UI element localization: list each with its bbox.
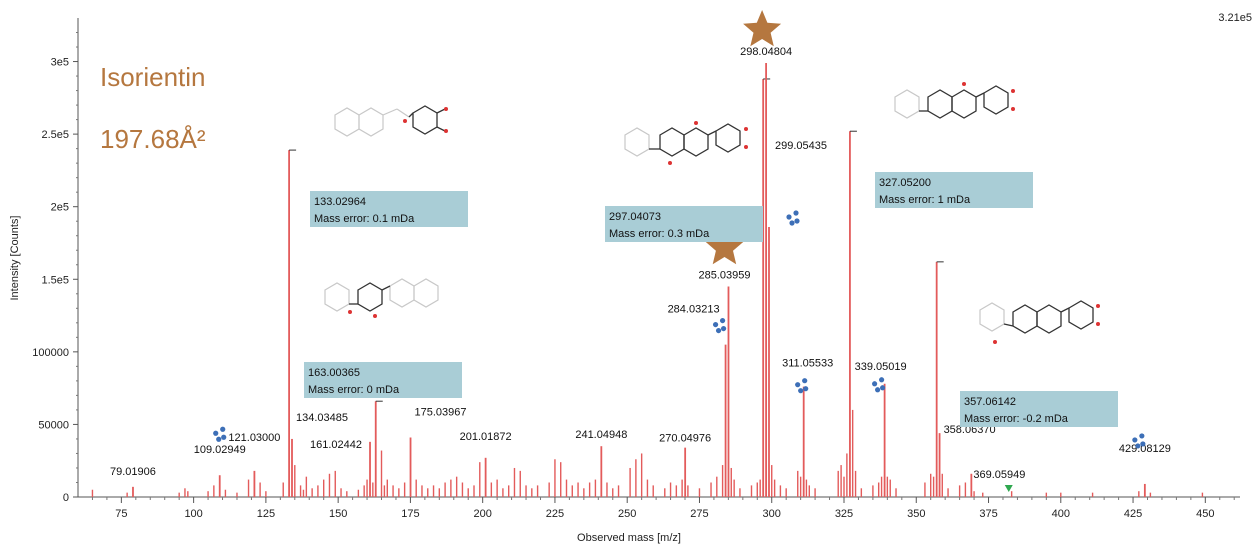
x-tick-label: 75 (115, 508, 127, 520)
annotation-error: Mass error: -0.2 mDa (964, 413, 1068, 425)
molecule-structure-icon (624, 121, 748, 165)
triangle-marker-icon (1004, 485, 1013, 492)
x-tick-label: 275 (690, 508, 708, 520)
fragment-icon (216, 436, 222, 442)
x-tick-label: 400 (1052, 508, 1070, 520)
peak-label: 299.05435 (775, 140, 827, 152)
peak-label: 298.04804 (740, 46, 792, 58)
annotation-box-357: 357.06142 Mass error: -0.2 mDa (960, 391, 1118, 427)
fragment-icon (220, 426, 226, 432)
y-tick-label: 50000 (38, 419, 69, 431)
annotation-box-327: 327.05200 Mass error: 1 mDa (875, 172, 1033, 208)
fragment-icon (872, 381, 878, 387)
fragment-icon (1135, 443, 1141, 449)
fragment-icon (789, 220, 795, 226)
x-tick-label: 225 (546, 508, 564, 520)
fragment-icon (719, 317, 726, 324)
fragment-icon (793, 210, 799, 216)
fragment-icon (712, 321, 719, 328)
peak-label: 284.03213 (668, 304, 720, 316)
peak-label: 270.04976 (659, 433, 711, 445)
x-tick-label: 175 (401, 508, 419, 520)
fragment-icon (1132, 437, 1138, 443)
star-icon (705, 228, 744, 265)
fragment-icon (879, 377, 885, 383)
compound-name: Isorientin (100, 62, 206, 92)
annotation-box-133: 133.02964 Mass error: 0.1 mDa (310, 191, 468, 227)
fragment-icon (715, 327, 722, 334)
fragment-icon (803, 386, 809, 392)
x-tick-label: 300 (763, 508, 781, 520)
x-tick-label: 150 (329, 508, 347, 520)
fragment-icon (213, 430, 219, 436)
peak-label: 175.03967 (415, 406, 467, 418)
peak-label: 241.04948 (575, 429, 627, 441)
x-tick-label: 100 (184, 508, 202, 520)
peak-label: 134.03485 (296, 412, 348, 424)
y-tick-label: 3e5 (51, 57, 69, 69)
fragment-icon (720, 325, 727, 332)
y-tick-label: 2e5 (51, 202, 69, 214)
y-tick-label: 1.5e5 (41, 274, 69, 286)
annotation-mz: 327.05200 (879, 177, 931, 189)
fragment-icon (795, 382, 801, 388)
peak-label: 201.01872 (460, 431, 512, 443)
y-tick-label: 0 (63, 492, 69, 504)
molecule-structure-icon (324, 278, 439, 318)
annotation-error: Mass error: 0.1 mDa (314, 213, 415, 225)
peak-label: 429.08129 (1119, 443, 1171, 455)
annotation-error: Mass error: 1 mDa (879, 194, 971, 206)
peak-label: 121.03000 (228, 432, 280, 444)
peak-label: 109.02949 (194, 444, 246, 456)
x-tick-label: 250 (618, 508, 636, 520)
peak-label: 339.05019 (855, 361, 907, 373)
y-axis-title: Intensity [Counts] (9, 216, 21, 301)
molecule-structure-icon (894, 82, 1015, 119)
peak-label: 161.02442 (310, 439, 362, 451)
x-tick-label: 375 (979, 508, 997, 520)
x-axis-title: Observed mass [m/z] (577, 532, 681, 544)
fragment-icon (880, 385, 886, 391)
fragment-icon (798, 388, 804, 394)
annotation-mz: 133.02964 (314, 196, 366, 208)
annotation-box-297: 297.04073 Mass error: 0.3 mDa (605, 206, 763, 242)
star-icon (743, 10, 782, 47)
fragment-icon (786, 214, 792, 220)
fragment-icon (1140, 441, 1146, 447)
annotation-mz: 357.06142 (964, 396, 1016, 408)
annotation-error: Mass error: 0.3 mDa (609, 228, 710, 240)
fragment-icon (802, 378, 808, 384)
peak-label: 358.06370 (944, 424, 996, 436)
annotation-box-163: 163.00365 Mass error: 0 mDa (304, 362, 462, 398)
x-tick-label: 325 (835, 508, 853, 520)
x-tick-label: 125 (257, 508, 275, 520)
annotation-mz: 297.04073 (609, 211, 661, 223)
annotation-error: Mass error: 0 mDa (308, 384, 400, 396)
x-tick-label: 350 (907, 508, 925, 520)
collision-cross-section: 197.68Å² (100, 124, 206, 154)
y-tick-label: 100000 (32, 347, 69, 359)
molecule-structure-icon (334, 105, 448, 137)
peak-label: 369.05949 (973, 469, 1025, 481)
y-tick-label: 2.5e5 (41, 129, 69, 141)
fragment-icon (875, 387, 881, 393)
molecule-structure-icon (979, 300, 1100, 344)
fragment-icon (221, 434, 227, 440)
peak-label: 311.05533 (782, 358, 833, 370)
annotation-mz: 163.00365 (308, 367, 360, 379)
peak-label: 79.01906 (110, 466, 156, 478)
x-tick-label: 425 (1124, 508, 1142, 520)
fragment-icon (1139, 433, 1145, 439)
peak-label: 285.03959 (698, 270, 750, 282)
fragment-icon (794, 218, 800, 224)
x-tick-label: 450 (1196, 508, 1214, 520)
scale-max-label: 3.21e5 (1218, 12, 1252, 24)
x-tick-label: 200 (473, 508, 491, 520)
